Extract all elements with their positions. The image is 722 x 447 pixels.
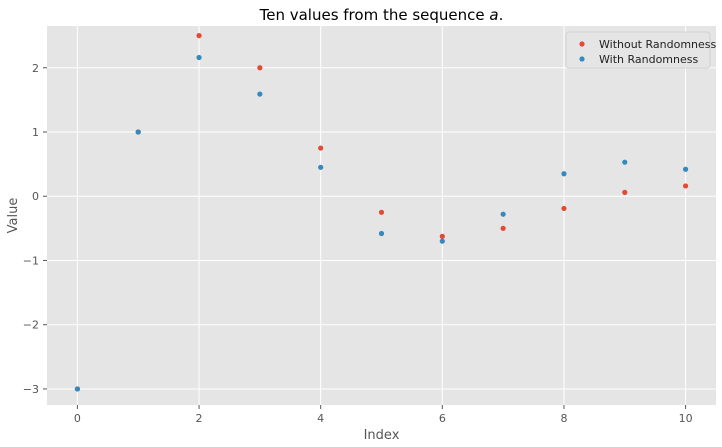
data-point-series-2 bbox=[500, 211, 506, 217]
data-point-series-1 bbox=[196, 33, 202, 39]
data-point-series-1 bbox=[500, 225, 506, 231]
y-tick-label: 1 bbox=[32, 126, 39, 139]
data-point-series-1 bbox=[682, 183, 689, 189]
legend-box bbox=[565, 31, 711, 69]
data-point-series-1 bbox=[318, 145, 324, 151]
legend-marker bbox=[579, 41, 585, 47]
data-point-series-2 bbox=[318, 164, 324, 170]
data-point-series-2 bbox=[196, 54, 202, 61]
data-point-series-2 bbox=[561, 171, 567, 177]
data-point-series-2 bbox=[74, 386, 81, 392]
y-axis-label: Value bbox=[6, 198, 21, 234]
chart-title-variable: a bbox=[489, 6, 498, 24]
data-point-series-2 bbox=[622, 159, 628, 165]
data-point-series-2 bbox=[682, 166, 689, 172]
plot-area bbox=[47, 26, 716, 405]
data-point-series-2 bbox=[378, 230, 385, 237]
x-axis-label: Index bbox=[364, 428, 400, 443]
y-tick-label: −3 bbox=[23, 383, 39, 396]
data-point-series-1 bbox=[378, 209, 385, 215]
data-point-series-2 bbox=[135, 129, 141, 135]
x-tick-label: 0 bbox=[74, 412, 81, 425]
data-points bbox=[74, 33, 689, 392]
data-point-series-2 bbox=[439, 238, 445, 244]
legend-label: Without Randomness bbox=[599, 38, 716, 51]
data-point-series-1 bbox=[257, 65, 263, 71]
chart-title-suffix: . bbox=[499, 6, 504, 24]
y-tick-label: 2 bbox=[32, 62, 39, 75]
x-tick-label: 8 bbox=[560, 412, 567, 425]
x-axis-ticks: 0 2 4 6 8 10 bbox=[74, 405, 693, 425]
x-tick-label: 4 bbox=[317, 412, 324, 425]
chart-title: Ten values from the sequence a. bbox=[259, 6, 504, 24]
data-point-series-1 bbox=[439, 233, 445, 239]
chart-title-prefix: Ten values from the sequence bbox=[259, 6, 490, 24]
y-tick-label: 0 bbox=[32, 190, 39, 203]
x-tick-label: 6 bbox=[439, 412, 446, 425]
x-tick-label: 2 bbox=[196, 412, 203, 425]
legend-marker bbox=[579, 56, 585, 62]
legend-label: With Randomness bbox=[599, 53, 698, 66]
data-point-series-1 bbox=[561, 205, 567, 212]
y-axis-ticks: −3 −2 −1 0 1 2 bbox=[23, 62, 47, 396]
y-tick-label: −1 bbox=[23, 254, 39, 267]
x-tick-label: 10 bbox=[679, 412, 693, 425]
grid-lines bbox=[47, 26, 716, 405]
data-point-series-2 bbox=[257, 91, 263, 97]
y-tick-label: −2 bbox=[23, 319, 39, 332]
legend: Without Randomness With Randomness bbox=[565, 31, 716, 69]
data-point-series-1 bbox=[622, 189, 628, 195]
